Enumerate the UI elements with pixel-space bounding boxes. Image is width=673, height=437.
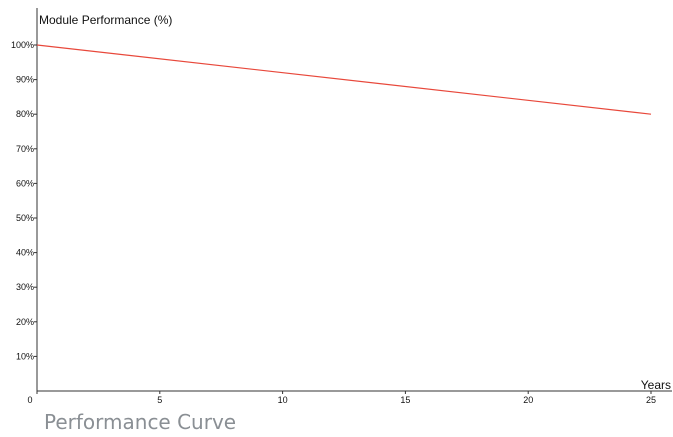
y-tick-label: 70% bbox=[16, 144, 34, 154]
x-tick-label: 20 bbox=[523, 395, 533, 405]
y-tick-label: 80% bbox=[16, 109, 34, 119]
y-tick-label: 100% bbox=[11, 40, 34, 50]
performance-chart: 10% 20% 30% 40% 50% 60% 70% 80% 90% 100% 0 5 10 15 20… bbox=[11, 8, 672, 405]
x-axis-ticks: 0 5 10 15 20 25 bbox=[27, 391, 656, 405]
x-tick-label: 15 bbox=[400, 395, 410, 405]
y-tick-label: 30% bbox=[16, 282, 34, 292]
chart-caption: Performance Curve bbox=[44, 410, 237, 434]
x-tick-label: 0 bbox=[27, 395, 32, 405]
y-tick-label: 60% bbox=[16, 178, 34, 188]
y-tick-label: 90% bbox=[16, 75, 34, 85]
y-tick-label: 20% bbox=[16, 317, 34, 327]
series-line bbox=[36, 44, 652, 115]
x-tick-label: 10 bbox=[278, 395, 288, 405]
y-tick-label: 10% bbox=[16, 351, 34, 361]
y-axis-title: Module Performance (%) bbox=[39, 13, 172, 27]
x-tick-label: 25 bbox=[646, 395, 656, 405]
y-tick-label: 50% bbox=[16, 213, 34, 223]
series-group bbox=[36, 44, 652, 115]
y-tick-label: 40% bbox=[16, 248, 34, 258]
x-axis-title: Years bbox=[641, 378, 671, 392]
y-axis-ticks: 10% 20% 30% 40% 50% 60% 70% 80% 90% 100% bbox=[11, 40, 37, 361]
x-tick-label: 5 bbox=[157, 395, 162, 405]
